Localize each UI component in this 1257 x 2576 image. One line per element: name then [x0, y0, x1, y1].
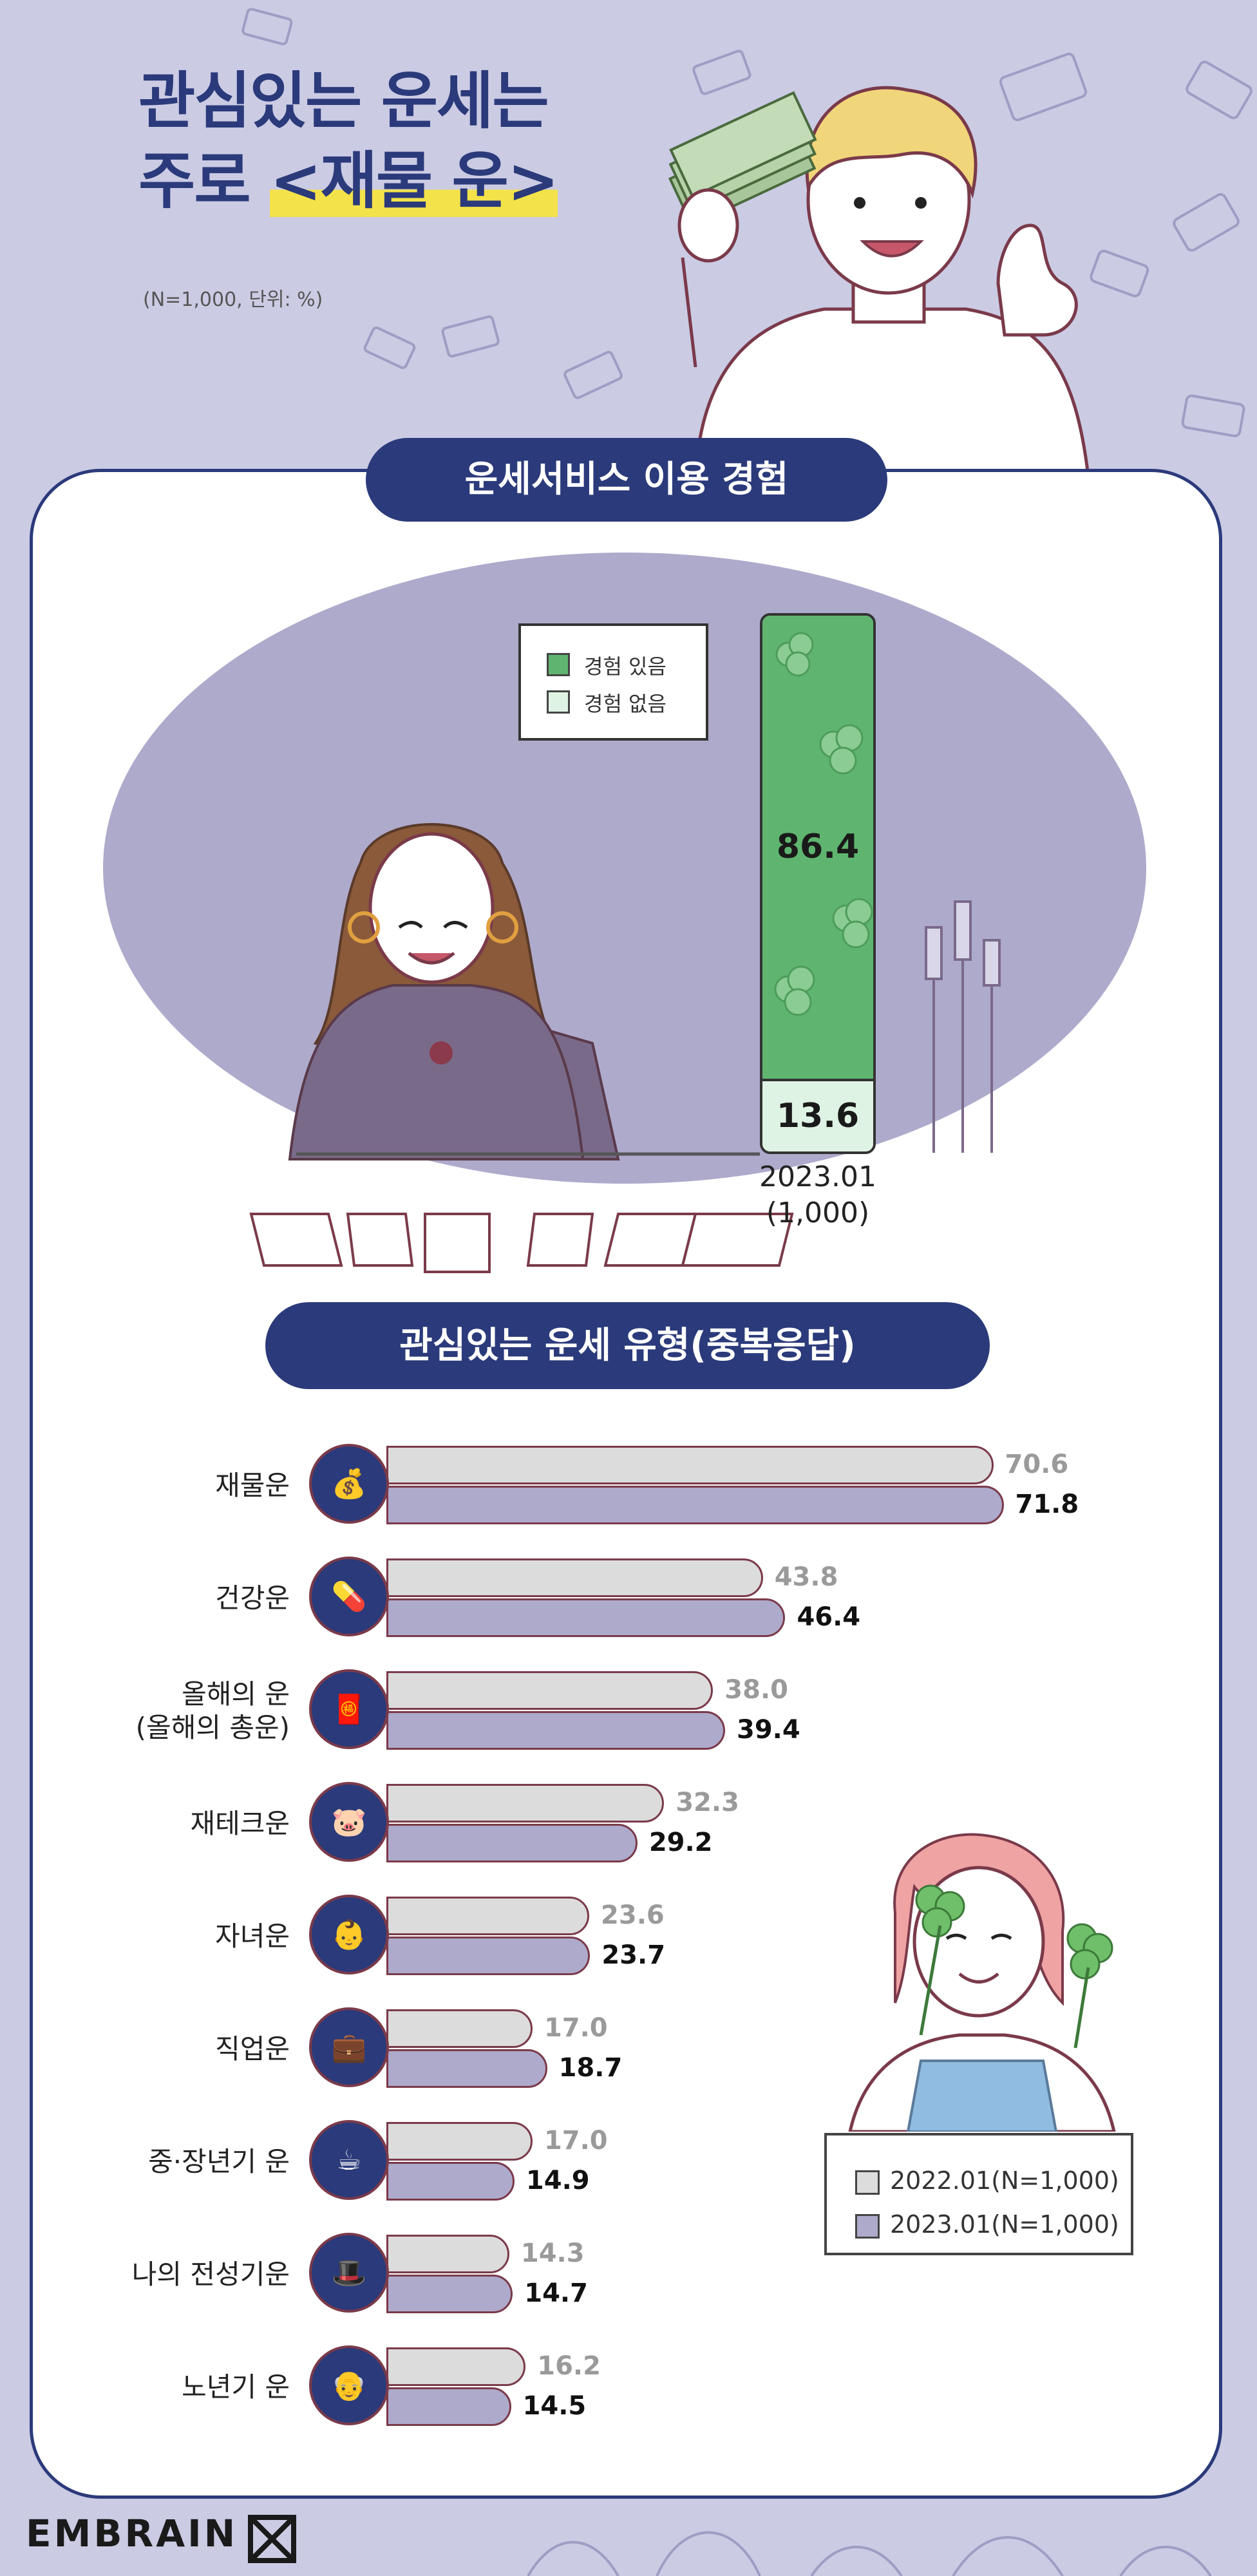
man-with-money-illustration [668, 86, 1090, 477]
value-label-2023: 18.7 [558, 2053, 623, 2083]
category-label: 노년기 운 [182, 2371, 290, 2403]
value-label-2023: 71.8 [1015, 1490, 1079, 1519]
value-label-2022: 70.6 [1005, 1450, 1069, 1479]
legend-label-not-experienced: 경험 없음 [584, 692, 666, 716]
category-icon: 🧧 [309, 1669, 389, 1749]
cards-on-table-decoration [249, 1152, 794, 1273]
category-label: 올해의 운 (올해의 총운) [135, 1678, 290, 1743]
legend-swatch-not-experienced [547, 690, 570, 714]
category-icon: 👴 [309, 2345, 389, 2425]
wavy-bottom-decoration [527, 2531, 1212, 2576]
legend-swatch-2022 [855, 2170, 880, 2195]
stack-segment-experienced: 86.4 [762, 616, 873, 1079]
legend-label-2022: 2022.01(N=1,000) [890, 2166, 1119, 2195]
value-label-2023: 29.2 [648, 1828, 713, 1857]
value-label-2022: 14.3 [520, 2239, 585, 2268]
stack-x-label-date: 2023.01 [759, 1160, 876, 1193]
value-label-2022: 43.8 [774, 1562, 838, 1592]
section2-title: 관심있는 운세 유형(중복응답) [265, 1302, 990, 1389]
category-icon: 🎩 [309, 2233, 389, 2313]
category-icon: 💊 [309, 1557, 389, 1636]
bar-2023 [386, 2275, 513, 2313]
value-label-2023: 14.9 [525, 2166, 590, 2195]
category-label: 건강운 [215, 1582, 290, 1614]
category-label: 재테크운 [190, 1808, 290, 1839]
stack-segment-not-experienced: 13.6 [762, 1078, 873, 1151]
bar-2023 [386, 1486, 1004, 1524]
value-label-2022: 17.0 [543, 2126, 608, 2155]
value-label-2022: 32.3 [676, 1788, 739, 1817]
bar-2023 [386, 1711, 725, 1750]
category-label: 재물운 [215, 1470, 290, 1501]
value-label-2023: 39.4 [736, 1715, 800, 1745]
legend-label-2023: 2023.01(N=1,000) [890, 2210, 1119, 2239]
value-label-2023: 14.5 [522, 2391, 587, 2421]
usage-stacked-bar: 86.4 13.6 [760, 613, 876, 1154]
bar-2022 [386, 2347, 526, 2386]
money-background-decoration [241, 8, 1252, 437]
bar-2023 [386, 1824, 638, 1862]
title-line-2: 주로 <재물 운> [138, 141, 559, 221]
page-title: 관심있는 운세는 주로 <재물 운> [138, 61, 559, 221]
brand-name: EMBRAIN [26, 2512, 238, 2555]
legend-swatch-experienced [547, 653, 570, 676]
candles-decoration [925, 900, 1001, 1153]
value-label-2023: 14.7 [524, 2278, 588, 2308]
category-icon: 💰 [309, 1444, 389, 1524]
category-icon: 💼 [309, 2007, 389, 2087]
bar-2022 [386, 2009, 533, 2048]
category-icon: 👶 [309, 1895, 389, 1975]
brand-mark-icon [248, 2515, 296, 2563]
bar-2022 [386, 1558, 763, 1597]
category-label: 나의 전성기운 [131, 2259, 290, 2290]
value-label-2022: 23.6 [601, 1900, 665, 1930]
stack-x-label-n: (1,000) [766, 1197, 870, 1229]
category-icon: 🐷 [309, 1782, 389, 1862]
title-line-2-prefix: 주로 [138, 145, 270, 217]
category-label: 중·장년기 운 [148, 2146, 290, 2177]
brand-logo: EMBRAIN [26, 2512, 238, 2555]
bar-2023 [386, 1598, 786, 1637]
section1-legend: 경험 있음 경험 없음 [518, 623, 708, 741]
category-label: 자녀운 [215, 1920, 290, 1952]
value-label-2022: 17.0 [543, 2013, 608, 2043]
bar-2022 [386, 2122, 533, 2161]
sample-note: (N=1,000, 단위: %) [143, 289, 323, 311]
value-label-2023: 23.7 [601, 1940, 666, 1970]
girl-with-clovers-illustration [848, 1833, 1116, 2132]
legend-label-experienced: 경험 있음 [584, 654, 666, 679]
value-label-2023: 46.4 [797, 1602, 861, 1632]
category-icon: ☕ [309, 2120, 389, 2200]
title-highlight: <재물 운> [270, 145, 559, 217]
value-label-2022: 16.2 [537, 2351, 601, 2381]
bar-2023 [386, 2049, 547, 2088]
category-label: 직업운 [215, 2033, 290, 2065]
bar-2022 [386, 1784, 665, 1823]
bar-2022 [386, 2235, 509, 2273]
bar-2023 [386, 2162, 515, 2201]
bar-2023 [386, 2387, 511, 2426]
section2-legend: 2022.01(N=1,000) 2023.01(N=1,000) [824, 2133, 1133, 2255]
bar-2023 [386, 1937, 591, 1975]
legend-swatch-2023 [855, 2214, 880, 2239]
bar-2022 [386, 1897, 590, 1935]
bar-2022 [386, 1446, 994, 1484]
title-line-1: 관심있는 운세는 [138, 65, 549, 137]
value-label-2022: 38.0 [724, 1675, 788, 1705]
fortune-teller-illustration [288, 823, 620, 1160]
section1-title: 운세서비스 이용 경험 [366, 438, 887, 522]
bar-2022 [386, 1671, 714, 1710]
stack-x-label: 2023.01 (1,000) [708, 1159, 927, 1231]
